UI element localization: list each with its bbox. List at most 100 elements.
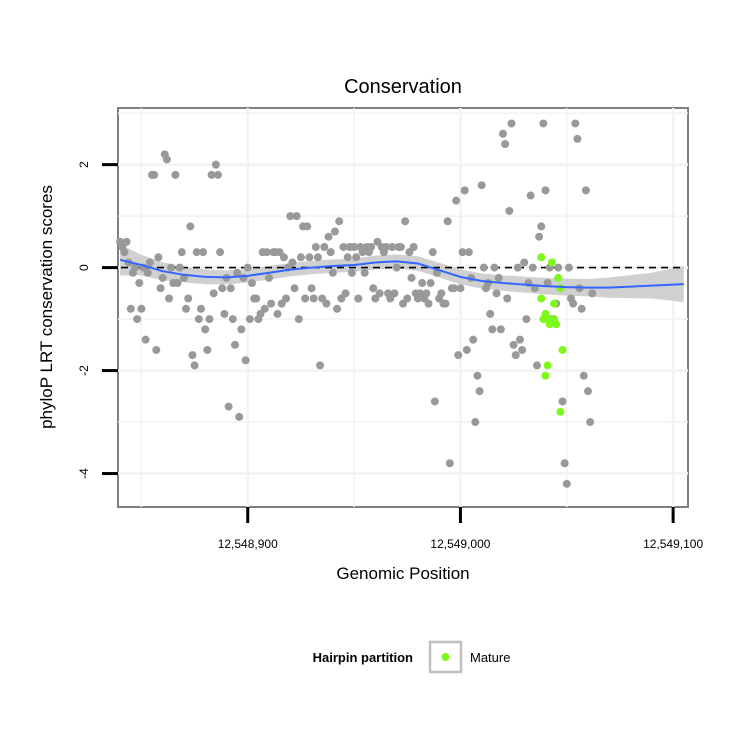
data-point	[279, 253, 288, 262]
data-point	[150, 170, 159, 179]
data-point	[573, 134, 582, 143]
data-point	[228, 315, 237, 324]
data-point	[403, 294, 412, 303]
data-point	[292, 212, 301, 221]
legend-key-mature-dot	[441, 653, 450, 661]
data-point	[498, 129, 507, 138]
data-point	[333, 304, 342, 313]
data-point	[328, 268, 337, 277]
data-point	[477, 181, 486, 190]
data-point	[571, 119, 580, 128]
data-point	[513, 263, 522, 272]
data-point	[326, 248, 335, 257]
data-point	[584, 387, 593, 396]
data-point	[237, 325, 246, 334]
data-point	[535, 232, 544, 241]
data-point	[247, 279, 256, 288]
data-point	[120, 248, 129, 257]
x-axis-label: Genomic Position	[336, 564, 469, 583]
data-point	[192, 248, 201, 257]
data-point	[201, 325, 210, 334]
data-point-mature	[558, 345, 567, 354]
data-points	[116, 119, 597, 488]
data-point	[452, 196, 461, 205]
data-point-mature	[547, 258, 556, 267]
data-point	[496, 325, 505, 334]
data-point	[290, 284, 299, 293]
y-axis-tick-label: -4	[77, 468, 91, 479]
data-point	[450, 284, 459, 293]
data-point	[520, 258, 529, 267]
data-point	[162, 155, 171, 164]
data-point	[562, 479, 571, 488]
data-point	[588, 289, 597, 298]
data-point	[347, 268, 356, 277]
data-point	[182, 304, 191, 313]
data-point	[241, 356, 250, 365]
data-point-mature	[556, 407, 565, 416]
data-point	[422, 289, 431, 298]
data-point-mature	[550, 299, 559, 308]
data-point	[456, 284, 465, 293]
data-point	[360, 268, 369, 277]
legend: Hairpin partition Mature	[313, 640, 510, 674]
data-point	[443, 217, 452, 226]
data-point	[564, 263, 573, 272]
data-point	[218, 284, 227, 293]
x-axis-tick-label: 12,549,000	[430, 537, 490, 551]
data-point	[518, 345, 527, 354]
data-point	[509, 340, 518, 349]
data-point-mature	[556, 284, 565, 293]
data-point	[515, 335, 524, 344]
y-axis-tick-label: 2	[77, 161, 91, 168]
data-point	[213, 170, 222, 179]
data-point	[539, 119, 548, 128]
data-point	[511, 351, 520, 360]
data-point	[156, 284, 165, 293]
data-point	[579, 371, 588, 380]
data-point	[194, 315, 203, 324]
data-point	[486, 309, 495, 318]
data-point	[175, 263, 184, 272]
data-point	[454, 351, 463, 360]
data-point	[354, 294, 363, 303]
data-point	[505, 206, 514, 215]
data-point	[522, 315, 531, 324]
data-point	[473, 371, 482, 380]
data-point	[428, 248, 437, 257]
data-point	[479, 263, 488, 272]
legend-title: Hairpin partition	[313, 650, 413, 665]
data-point	[330, 227, 339, 236]
data-point	[484, 279, 493, 288]
smooth-trend-line	[119, 258, 684, 289]
data-point	[558, 397, 567, 406]
data-point	[339, 243, 348, 252]
data-point	[471, 418, 480, 427]
data-point	[424, 299, 433, 308]
data-point	[133, 315, 142, 324]
data-point	[294, 315, 303, 324]
data-point	[577, 304, 586, 313]
data-point	[560, 459, 569, 468]
data-point	[437, 289, 446, 298]
data-point	[367, 243, 376, 252]
legend-label-mature: Mature	[470, 650, 510, 665]
data-point	[235, 412, 244, 421]
data-point	[494, 273, 503, 282]
data-point	[224, 402, 233, 411]
data-point	[143, 268, 152, 277]
data-point	[305, 253, 314, 262]
data-point	[430, 397, 439, 406]
data-point	[375, 289, 384, 298]
data-point	[352, 253, 361, 262]
data-point	[252, 294, 261, 303]
data-point	[245, 315, 254, 324]
data-point	[154, 253, 163, 262]
data-point	[475, 387, 484, 396]
data-point	[301, 294, 310, 303]
data-point	[303, 222, 312, 231]
data-point	[320, 243, 329, 252]
data-point	[199, 248, 208, 257]
data-point	[135, 279, 144, 288]
data-point	[335, 217, 344, 226]
